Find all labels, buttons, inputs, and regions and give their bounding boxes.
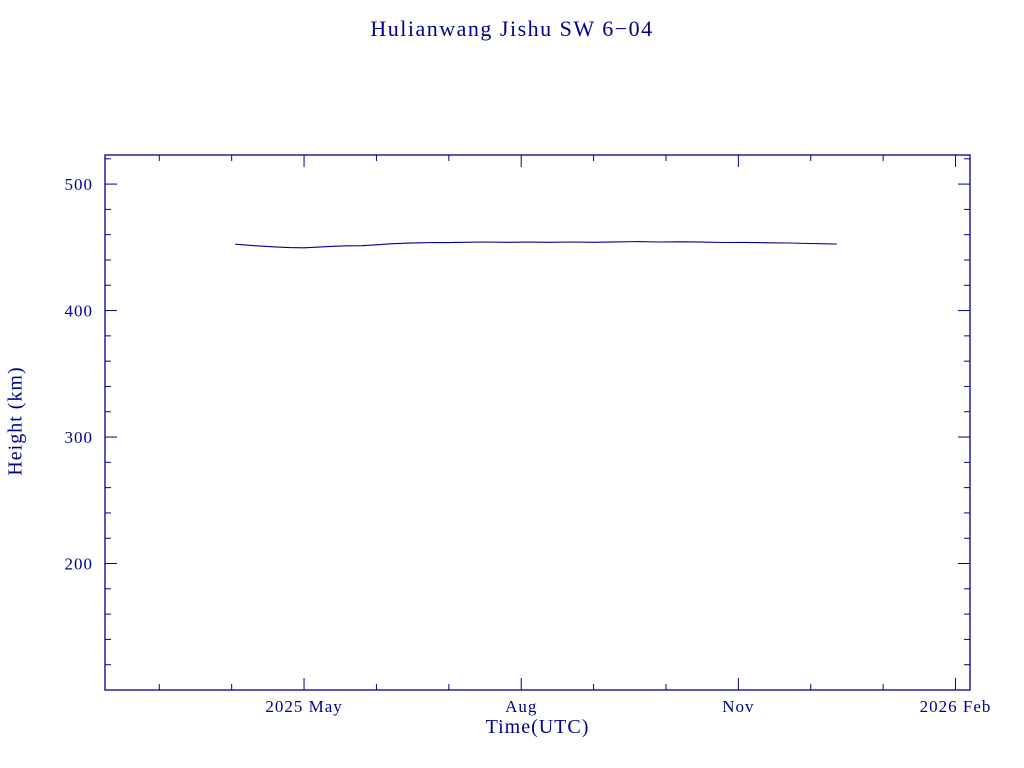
y-axis-label: Height (km) bbox=[4, 366, 27, 476]
y-tick-label: 400 bbox=[65, 302, 94, 321]
x-tick-label: 2026 Feb bbox=[920, 697, 992, 716]
x-axis-ticks: 2025 May Aug Nov 2026 Feb bbox=[158, 155, 992, 716]
y-tick-label: 300 bbox=[65, 428, 94, 447]
y-tick-label: 200 bbox=[65, 555, 94, 574]
x-tick-label: 2025 May bbox=[265, 697, 342, 716]
series-line bbox=[235, 241, 837, 249]
plot-frame bbox=[104, 154, 971, 691]
chart-title: Hulianwang Jishu SW 6−04 bbox=[370, 16, 654, 41]
x-axis-label: Time(UTC) bbox=[485, 716, 590, 738]
x-tick-label: Nov bbox=[722, 697, 754, 716]
y-axis-ticks: 200 300 400 500 bbox=[65, 158, 970, 666]
y-tick-label: 500 bbox=[65, 175, 94, 194]
x-tick-label: Aug bbox=[505, 697, 537, 716]
